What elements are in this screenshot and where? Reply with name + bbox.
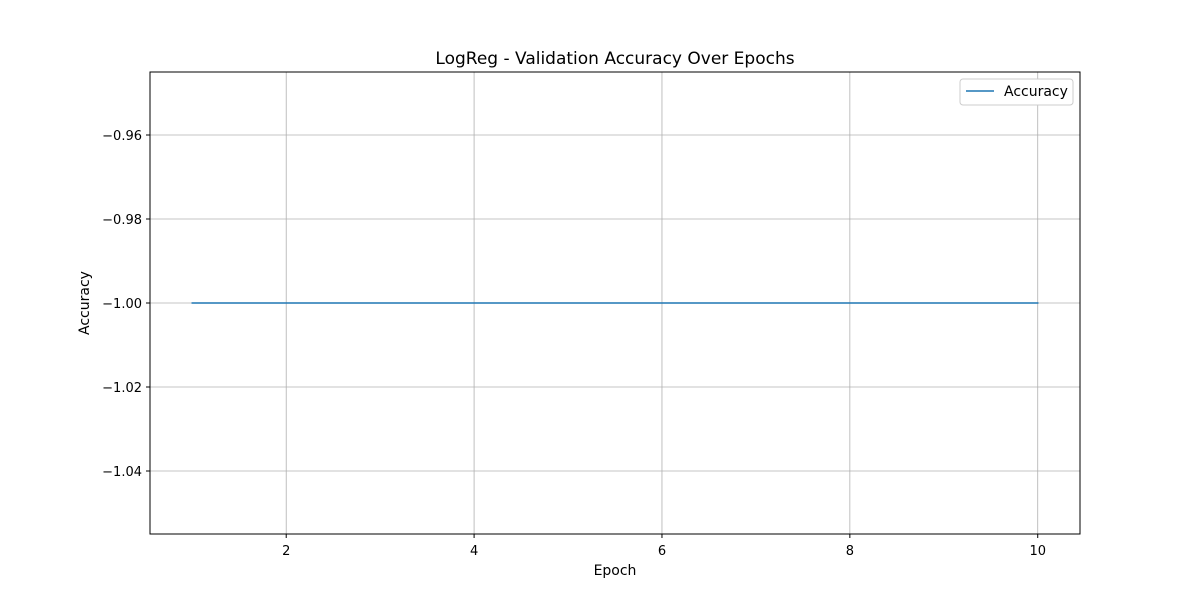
x-tick-label: 8 [846, 544, 854, 559]
y-axis-label: Accuracy [77, 271, 93, 335]
chart-title: LogReg - Validation Accuracy Over Epochs [435, 49, 794, 69]
x-tick-label: 4 [470, 544, 478, 559]
y-tick-label: −1.00 [102, 297, 142, 312]
y-tick-label: −1.02 [102, 381, 142, 396]
x-axis-ticks: 2 4 6 8 10 [282, 534, 1046, 559]
y-tick-label: −0.96 [102, 129, 142, 144]
y-axis-ticks: −0.96 −0.98 −1.00 −1.02 −1.04 [102, 129, 150, 480]
y-tick-label: −1.04 [102, 465, 142, 480]
x-tick-label: 6 [658, 544, 666, 559]
legend: Accuracy [959, 78, 1074, 106]
y-tick-label: −0.98 [102, 213, 142, 228]
legend-label-accuracy: Accuracy [1004, 84, 1068, 100]
legend-box [959, 78, 1074, 106]
x-tick-label: 2 [282, 544, 290, 559]
x-axis-label: Epoch [594, 563, 637, 579]
x-tick-label: 10 [1029, 544, 1046, 559]
